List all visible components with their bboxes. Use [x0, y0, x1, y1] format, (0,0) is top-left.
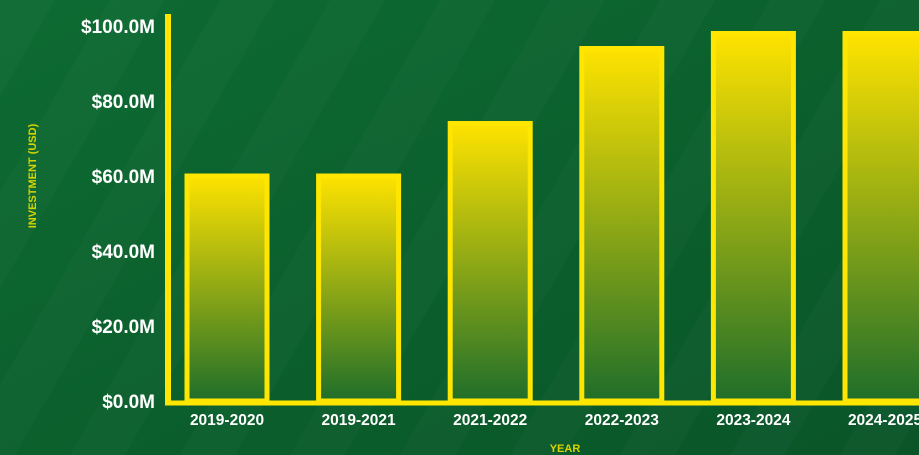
x-category-label: 2019-2021	[322, 412, 397, 429]
x-category-label: 2024-2025	[848, 412, 919, 429]
bar-2024-2025	[842, 31, 919, 404]
bar-2019-2021	[316, 173, 402, 404]
y-tick-labels: $0.0M $20.0M $40.0M $60.0M $80.0M $100.0M	[81, 17, 155, 413]
bar-2021-2022	[447, 121, 533, 404]
x-category-labels: 2019-2020 2019-2021 2021-2022 2022-2023 2023…	[190, 412, 919, 429]
x-axis-title: YEAR	[550, 443, 581, 455]
x-category-label: 2022-2023	[585, 412, 660, 429]
bar-2022-2023	[579, 46, 665, 404]
y-tick-label: $40.0M	[92, 242, 155, 263]
x-category-label: 2023-2024	[716, 412, 791, 429]
bars	[184, 31, 919, 404]
y-tick-label: $60.0M	[92, 167, 155, 188]
axes	[165, 14, 919, 406]
x-category-label: 2019-2020	[190, 412, 264, 429]
bar-2023-2024	[710, 31, 796, 404]
y-tick-label: $20.0M	[92, 317, 155, 338]
y-tick-label: $80.0M	[92, 92, 155, 113]
y-axis-title: INVESTMENT (USD)	[27, 123, 39, 228]
bar-2019-2020	[184, 173, 270, 404]
y-tick-label: $100.0M	[81, 17, 155, 38]
y-tick-label: $0.0M	[102, 392, 155, 413]
x-category-label: 2021-2022	[453, 412, 527, 429]
